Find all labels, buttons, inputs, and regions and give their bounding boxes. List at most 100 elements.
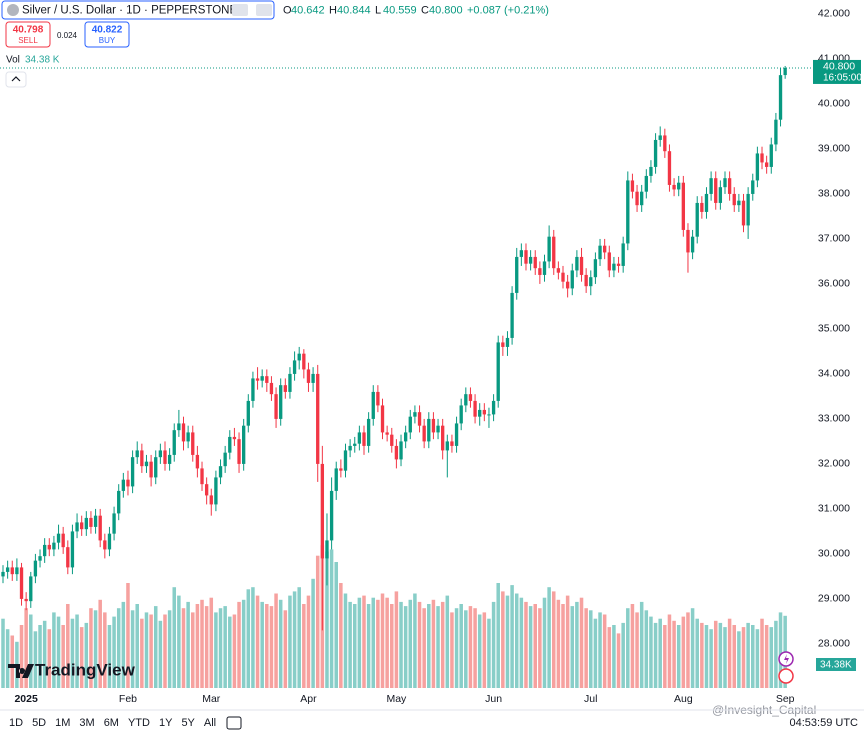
volume-bar (482, 612, 487, 688)
ohlc-legend: O 40.642 H 40.844 L 40.559 C 40.800 +0.087 (+0.2… (283, 4, 549, 16)
volume-bar (764, 625, 769, 688)
candle-body (487, 414, 491, 416)
volume-bar (413, 593, 417, 688)
candle-body (570, 270, 574, 289)
buy-button[interactable] (84, 21, 130, 48)
candle-body (126, 479, 130, 487)
candle-body (732, 193, 736, 206)
candle-body (265, 376, 269, 383)
candle-body (394, 445, 399, 460)
candle-body (778, 75, 783, 120)
range-button[interactable]: 1M (55, 717, 70, 729)
volume-bar (297, 587, 301, 688)
candle-body (223, 452, 227, 467)
symbol: Silver / U.S. Dollar · 1D · PEPPERSTONE (22, 5, 237, 17)
volume-bar (704, 625, 709, 688)
range-button[interactable]: 5D (32, 717, 46, 729)
candle-body (533, 256, 537, 269)
range-button[interactable]: 6M (104, 717, 119, 729)
volume-bar (514, 593, 519, 688)
candle-body (61, 533, 65, 548)
candle-body (195, 454, 200, 469)
volume-bar (570, 606, 575, 688)
candle-body (246, 400, 250, 426)
volume-bar (288, 595, 292, 688)
candle-body (427, 418, 431, 442)
collapse-button[interactable] (5, 71, 27, 88)
sell-price: 40.798 (13, 25, 44, 36)
candle-body (695, 202, 699, 237)
volume-bar (524, 601, 528, 688)
volume-bar (66, 604, 70, 688)
range-button[interactable]: 5Y (181, 717, 195, 729)
range-button[interactable]: All (204, 717, 216, 729)
volume-bar (561, 604, 565, 688)
candle-body (450, 441, 454, 446)
volume-bar (343, 593, 348, 688)
candle-body (445, 441, 449, 451)
candle-body (66, 547, 70, 568)
volume-bar (621, 622, 625, 688)
candle-body (107, 533, 112, 550)
candle-body (626, 180, 630, 244)
candle-body (177, 423, 181, 431)
candle-body (524, 250, 528, 264)
candle-body (112, 513, 116, 534)
volume-bar (732, 625, 737, 688)
range-button[interactable]: YTD (128, 717, 150, 729)
candle-body (607, 252, 611, 271)
candle-body (191, 432, 195, 455)
volume-bar (228, 616, 232, 688)
volume-bar (399, 601, 403, 688)
candle-body (292, 360, 297, 374)
candle-body (468, 394, 473, 401)
volume-bar (61, 625, 65, 688)
candle-body (677, 182, 681, 190)
volume-bar (195, 604, 200, 688)
symbol-box[interactable] (1, 0, 275, 20)
volume-bar (496, 583, 500, 688)
volume-bar (292, 591, 297, 688)
volume-bar (556, 599, 561, 688)
volume-bar (352, 604, 357, 688)
candle-body (255, 378, 260, 381)
candle-body (329, 490, 334, 541)
range-button[interactable]: 3M (79, 717, 94, 729)
volume-bar (422, 608, 426, 688)
volume-bar (93, 610, 98, 688)
volume-bar (626, 608, 630, 688)
volume-bar (1, 618, 5, 688)
volume-bar (246, 589, 251, 688)
y-tick-label: 36.000 (818, 278, 850, 290)
volume-bar (130, 610, 135, 688)
volume-bar (251, 587, 255, 688)
more-button[interactable] (256, 4, 272, 16)
range-button[interactable]: 1D (9, 717, 23, 729)
y-tick-label: 38.000 (818, 188, 850, 200)
date-range-button[interactable] (226, 716, 242, 730)
candle-body (496, 342, 500, 401)
volume-bar (135, 604, 139, 688)
candle-body (163, 450, 167, 464)
volume-bar (672, 620, 676, 688)
volume-bar (450, 612, 454, 688)
candle-body (681, 182, 686, 230)
volume-bar (149, 614, 153, 688)
volume-bar (718, 622, 723, 688)
volume-bar (709, 629, 713, 688)
volume-bar (274, 593, 278, 688)
volume-bar (454, 608, 459, 688)
candle-body (306, 369, 311, 383)
volume-bar (579, 597, 584, 688)
candle-body (491, 400, 496, 415)
range-button[interactable]: 1Y (159, 717, 173, 729)
ohlc-value: 40.559 (383, 4, 417, 16)
flag-icon[interactable] (778, 668, 794, 684)
volume-bar (491, 601, 496, 688)
plot-area (0, 65, 812, 688)
volume-bar (223, 606, 227, 688)
volume-bar (737, 631, 741, 688)
sell-button[interactable] (5, 21, 51, 48)
candle-body (755, 153, 760, 181)
eye-button[interactable] (232, 4, 248, 16)
